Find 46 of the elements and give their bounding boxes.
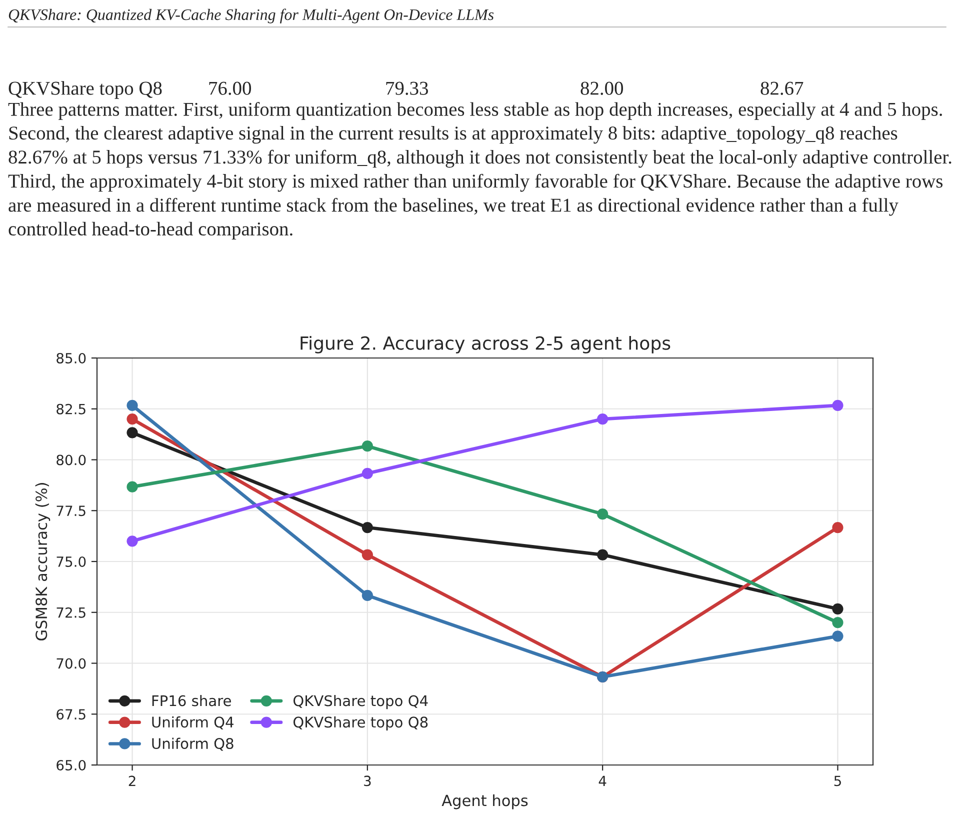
legend-label: QKVShare topo Q4 bbox=[293, 694, 428, 710]
point bbox=[362, 590, 373, 602]
point bbox=[126, 413, 138, 425]
point bbox=[832, 603, 844, 614]
point bbox=[832, 522, 844, 534]
point bbox=[832, 630, 844, 642]
text: 82.00 bbox=[580, 82, 624, 95]
chart-title: Figure 2. Accuracy across 2-5 agent hops bbox=[300, 336, 670, 354]
x-tick-label: 3 bbox=[364, 776, 371, 786]
y-tick-label: 80.0 bbox=[56, 454, 86, 466]
text: 76.00 bbox=[209, 82, 252, 95]
y-tick-label: 67.5 bbox=[56, 709, 86, 720]
point bbox=[126, 536, 138, 547]
point bbox=[362, 468, 373, 479]
y-tick-label: 82.5 bbox=[56, 404, 86, 414]
x-tick-label: 2 bbox=[128, 776, 136, 786]
point bbox=[126, 481, 138, 492]
text: QKVShare: Quantized KV-Cache Sharing for Multi-Agent On-Device LLMs bbox=[8, 8, 494, 24]
point bbox=[597, 508, 608, 520]
point bbox=[362, 522, 373, 534]
x-tick-label: 4 bbox=[598, 776, 606, 786]
x-tick-label: 5 bbox=[834, 776, 841, 786]
point bbox=[597, 549, 608, 560]
point bbox=[362, 549, 373, 560]
y-tick-label: 72.5 bbox=[56, 607, 86, 618]
y-tick-label: 75.0 bbox=[56, 556, 86, 567]
legend-label: Uniform Q4 bbox=[152, 716, 234, 730]
point bbox=[832, 400, 844, 411]
legend-label: QKVShare topo Q8 bbox=[293, 716, 428, 730]
y-tick-label: 77.5 bbox=[56, 506, 86, 516]
text: 82.67 bbox=[760, 82, 804, 95]
y-tick-label: 65.0 bbox=[56, 760, 86, 770]
text: QKVShare topo Q8 bbox=[8, 81, 162, 99]
point bbox=[126, 400, 138, 411]
point bbox=[362, 440, 373, 452]
legend-label: Uniform Q8 bbox=[152, 738, 234, 751]
text: Three patterns matter. First, uniform quantization becomes less stable as hop depth increases, especially at 4 and 5 hops. Second, the clearest adaptive signal in the current results is at approximately 8 bits: adaptive_topology_q8 reaches 82.67% at 5 hops versus 71.33% for uniform_q8, although it does not consistently beat the local-only adaptive controller. Third, the approximately 4-bit story is mixed rather than uniformly favorable for QKVShare. Because the adaptive rows are measured in a different runtime stack from the baselines, we treat E1 as directional evidence rather than a fully controlled head-to-head comparison. bbox=[8, 102, 952, 240]
y-tick-label: 85.0 bbox=[56, 352, 86, 364]
point bbox=[126, 427, 138, 438]
x-axis-title: Agent hops bbox=[442, 794, 528, 810]
legend-label: FP16 share bbox=[152, 694, 231, 706]
point bbox=[832, 616, 844, 628]
y-axis-title: GSM8K accuracy (%) bbox=[35, 483, 50, 640]
point bbox=[597, 413, 608, 425]
y-tick-label: 70.0 bbox=[56, 658, 86, 669]
text: 79.33 bbox=[386, 82, 428, 95]
